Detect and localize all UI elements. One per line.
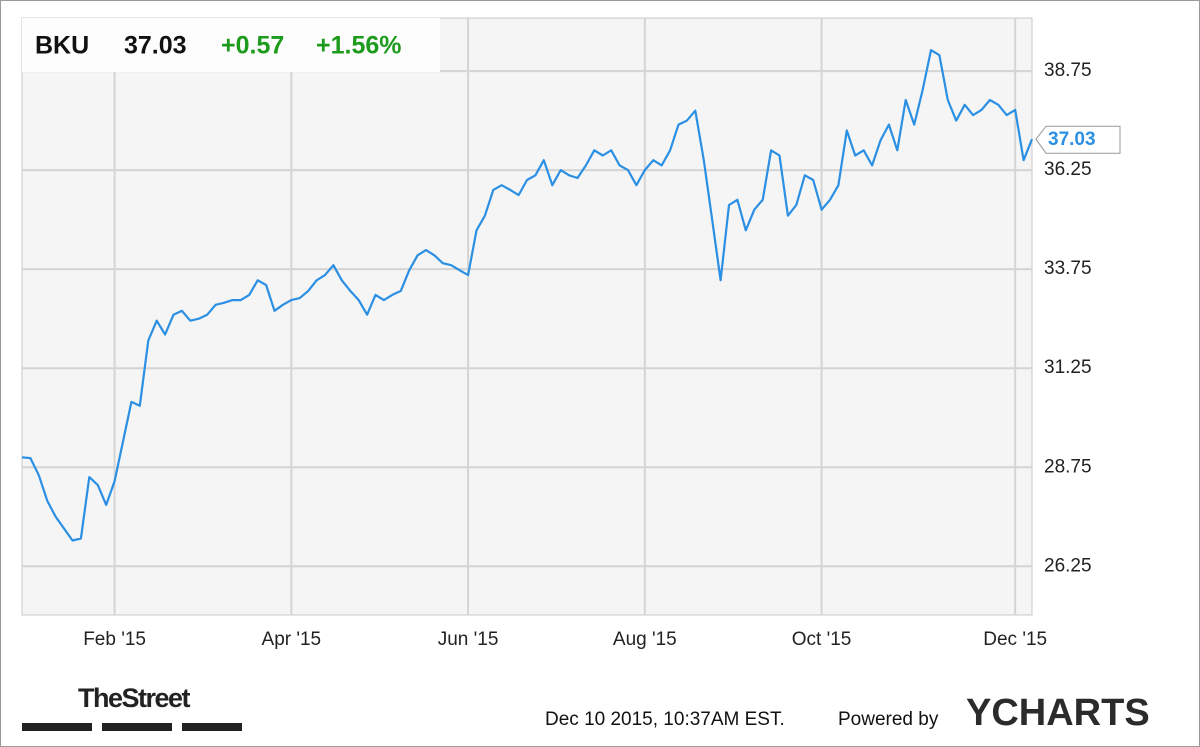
x-tick-label: Jun '15	[438, 629, 499, 650]
logo-bar	[22, 723, 92, 731]
change: +0.57	[221, 32, 284, 60]
quote-box	[22, 18, 440, 72]
timestamp: Dec 10 2015, 10:37AM EST.	[545, 709, 785, 730]
logo-bar	[182, 723, 242, 731]
x-tick-label: Apr '15	[262, 629, 322, 650]
symbol: BKU	[35, 32, 89, 60]
price-callout	[1035, 125, 1121, 154]
y-tick-label: 31.25	[1044, 357, 1092, 378]
powered-by: Powered by	[838, 709, 939, 730]
plot-area	[21, 17, 1033, 616]
logo-bar	[102, 723, 172, 731]
change-percent: +1.56%	[316, 32, 402, 60]
x-tick-label: Feb '15	[83, 629, 146, 650]
x-tick-label: Dec '15	[983, 629, 1047, 650]
ycharts-logo: YCHARTS	[966, 692, 1150, 734]
plot	[21, 49, 1034, 542]
price-callout-label: 37.03	[1048, 129, 1096, 150]
price-line	[21, 49, 1034, 542]
x-tick-label: Oct '15	[792, 629, 852, 650]
y-tick-label: 38.75	[1044, 60, 1092, 81]
x-tick-label: Aug '15	[613, 629, 677, 650]
price: 37.03	[124, 32, 187, 60]
y-tick-label: 28.75	[1044, 456, 1092, 477]
y-tick-label: 36.25	[1044, 159, 1092, 180]
y-tick-label: 26.25	[1044, 555, 1092, 576]
thestreet-logo: TheStreet	[78, 683, 191, 713]
y-tick-label: 33.75	[1044, 258, 1092, 279]
